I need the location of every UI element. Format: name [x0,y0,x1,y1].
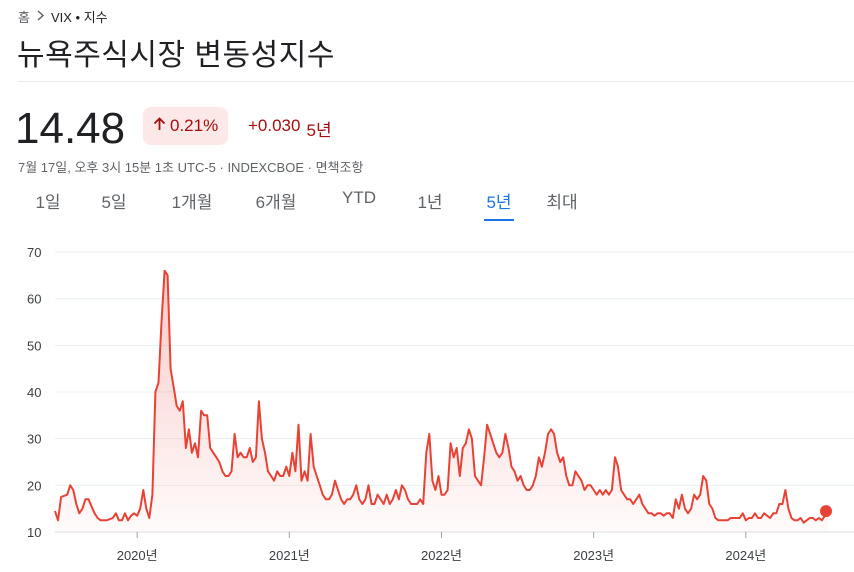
x-tick-label: 2021년 [269,548,310,563]
x-tick-label: 2024년 [725,548,766,563]
change-percent: 0.21% [170,116,219,135]
divider [18,81,854,82]
tab-6m[interactable]: 6개월 [255,193,297,212]
quote-meta: 7월 17일, 오후 3시 15분 1초 UTC-5 · INDEXCBOE ·… [18,160,364,175]
series-line [54,269,829,524]
page-title: 뉴욕주식시장 변동성지수 [17,39,335,72]
y-tick-label: 70 [27,245,41,260]
x-tick-label: 2020년 [117,548,158,563]
breadcrumb-current: VIX • 지수 [50,10,108,25]
change-period: 5년 [306,121,332,140]
x-tick-label: 2023년 [573,548,614,563]
tab-max[interactable]: 최대 [546,193,578,212]
tab-1y[interactable]: 1년 [417,193,443,212]
vix-chart: 10 20 30 40 50 60 70 2020년 2021년 2022년 2023년 2024년 [27,245,854,563]
y-tick-label: 10 [27,525,41,540]
y-tick-label: 60 [27,292,41,307]
y-tick-label: 20 [27,478,41,493]
change-summary: +0.030 5년 [248,116,332,141]
current-price: 14.48 [15,104,126,153]
y-tick-label: 50 [27,338,41,353]
tab-1d[interactable]: 1일 [35,193,61,212]
y-tick-label: 30 [27,432,41,447]
chevron-right-icon [36,9,45,24]
x-tick-label: 2022년 [421,548,462,563]
y-tick-label: 40 [27,385,41,400]
time-range-tabs: 1일 5일 1개월 6개월 YTD 1년 5년 최대 [18,188,586,221]
y-axis: 10 20 30 40 50 60 70 [27,245,41,540]
breadcrumb: 홈 VIX • 지수 [18,7,108,26]
change-percent-badge: 0.21% [143,107,229,145]
tab-5y[interactable]: 5년 [484,188,514,221]
tab-5d[interactable]: 5일 [101,193,127,212]
tab-1m[interactable]: 1개월 [171,193,213,212]
breadcrumb-home[interactable]: 홈 [18,10,30,25]
arrow-up-icon [153,116,166,136]
change-value: +0.030 [248,116,301,135]
last-point-marker [820,505,832,518]
tab-ytd[interactable]: YTD [342,188,376,207]
x-axis: 2020년 2021년 2022년 2023년 2024년 [117,532,766,563]
series-area [55,270,828,532]
